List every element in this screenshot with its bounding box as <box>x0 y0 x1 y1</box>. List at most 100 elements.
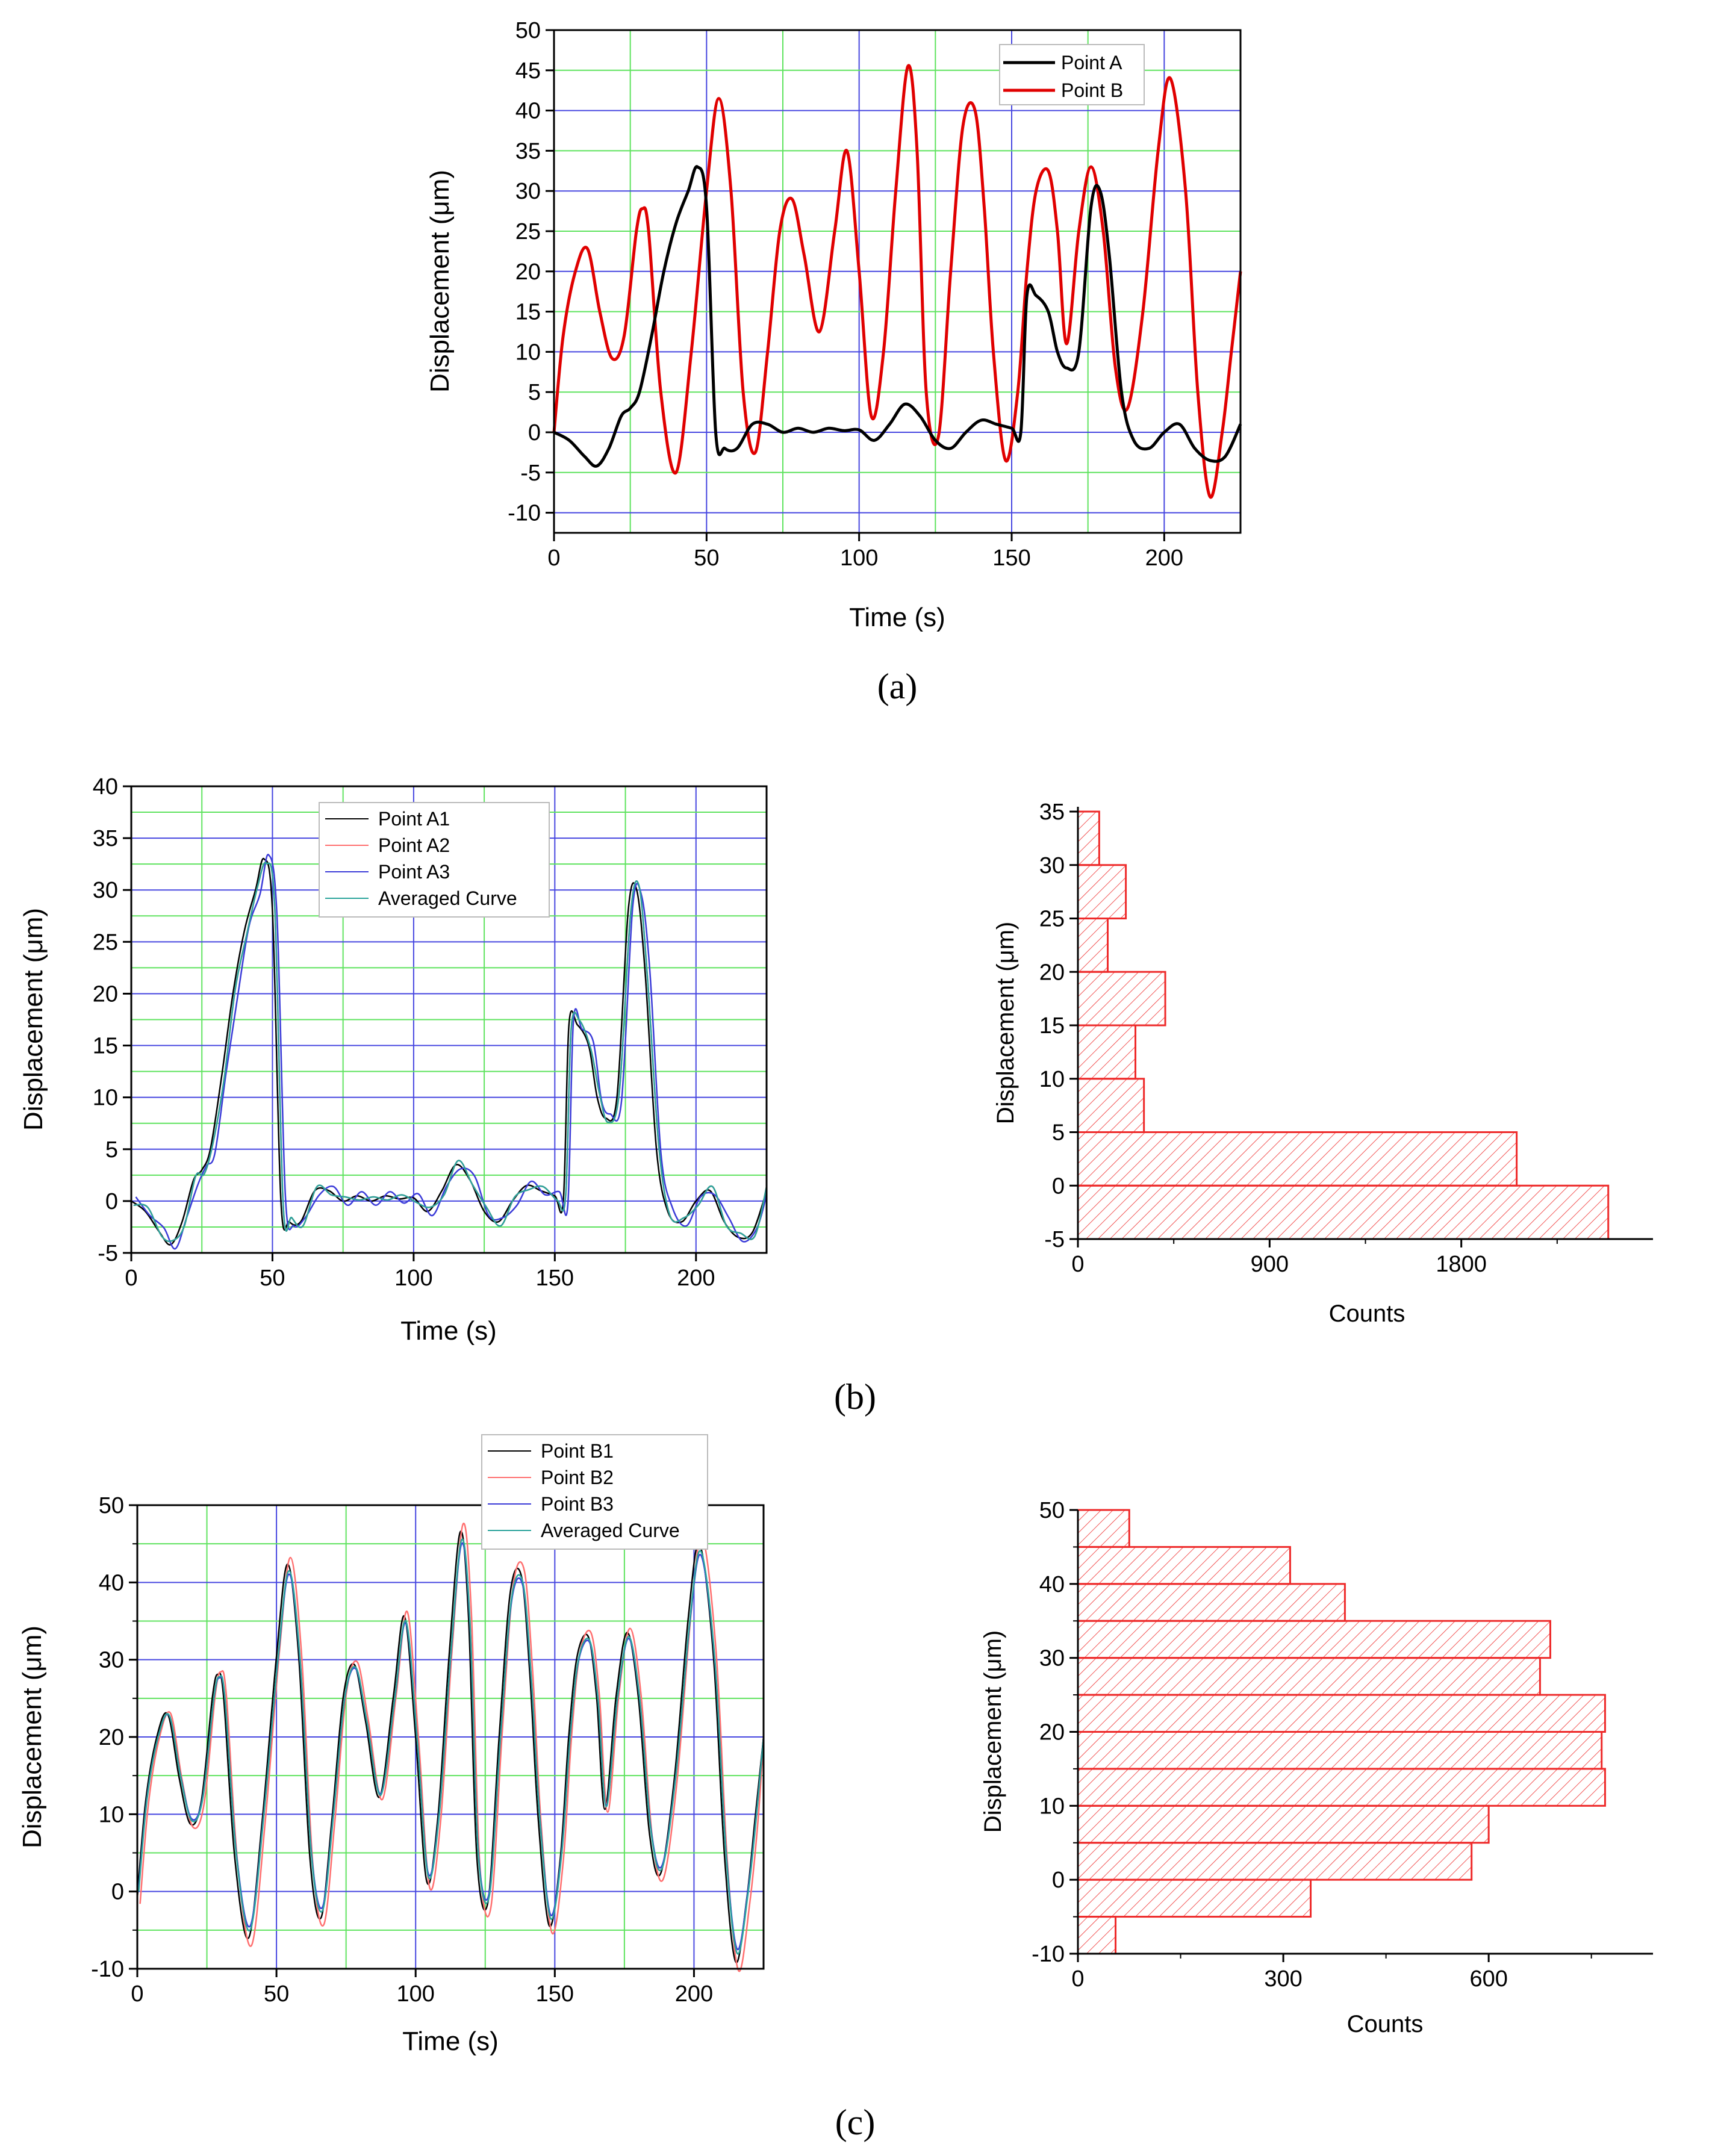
legend-c-label-b2: Point B2 <box>541 1467 614 1488</box>
bh-bar <box>1077 918 1109 973</box>
b-xtick-label: 50 <box>260 1266 285 1291</box>
ch-bar <box>1077 1620 1551 1659</box>
bh-bar <box>1077 1184 1610 1240</box>
chart-c-series-line-point-b3 <box>138 1542 765 1951</box>
ch-bar <box>1077 1509 1130 1548</box>
c-xtick-label: 0 <box>131 1981 143 2007</box>
b-xtick-label: 200 <box>677 1266 715 1291</box>
b-xtick-label: 0 <box>125 1266 137 1291</box>
ch-ytick-label: 50 <box>1039 1498 1065 1523</box>
chart-b-hist-bars <box>1077 810 1610 1240</box>
ch-bar <box>1077 1768 1606 1807</box>
legend-b-label-avg: Averaged Curve <box>378 887 517 909</box>
legend-a-label-point-b: Point B <box>1061 79 1123 101</box>
ch-bar <box>1077 1694 1606 1733</box>
bh-ytick-label: 10 <box>1039 1067 1065 1092</box>
ch-bar <box>1077 1657 1541 1696</box>
ch-xtick-label: 300 <box>1264 1966 1302 1992</box>
c-xtick-label: 200 <box>675 1981 713 2007</box>
chart-b-ticks: 0 50 100 150 200 -5 0 5 10 15 20 25 30 35 40 <box>93 774 715 1291</box>
chart-a-ticks: 0 50 100 150 200 -10 -5 0 5 10 15 20 25 30 35 40 45 50 <box>508 18 1183 571</box>
a-ytick-label: 40 <box>515 99 541 124</box>
bh-bar <box>1077 864 1127 919</box>
a-ytick-label: 15 <box>515 300 541 325</box>
chart-c-series-line-point-b1 <box>136 1530 765 1963</box>
bh-ytick-label: 30 <box>1039 853 1065 878</box>
ch-bar <box>1077 1731 1603 1770</box>
b-ytick-label: 0 <box>105 1189 118 1214</box>
a-ytick-label: -10 <box>508 501 541 526</box>
c-ytick-label: 30 <box>99 1648 124 1673</box>
a-ytick-label: 35 <box>515 138 541 164</box>
a-xtick-label: 100 <box>840 545 878 571</box>
bh-bar <box>1077 810 1100 866</box>
bh-ytick-label: -5 <box>1044 1227 1065 1252</box>
ch-bar <box>1077 1842 1473 1881</box>
chart-c-xlabel: Time (s) <box>402 2027 499 2056</box>
chart-c-hist-xlabel: Counts <box>1347 2011 1424 2037</box>
panel-label-a: (a) <box>877 666 918 706</box>
chart-a-xlabel: Time (s) <box>849 603 945 632</box>
a-ytick-label: 30 <box>515 179 541 204</box>
legend-b-label-a2: Point A2 <box>378 834 450 856</box>
bh-ytick-label: 25 <box>1039 907 1065 932</box>
a-xtick-label: 150 <box>992 545 1030 571</box>
ch-bar <box>1077 1916 1117 1955</box>
chart-b-grid <box>131 786 767 1253</box>
c-ytick-label: -10 <box>91 1957 124 1982</box>
chart-b-series-line-point-a3 <box>135 854 768 1250</box>
ch-bar <box>1077 1878 1312 1918</box>
bh-ytick-label: 5 <box>1052 1120 1065 1146</box>
bh-ytick-label: 0 <box>1052 1173 1065 1199</box>
chart-b-series-line-averaged-curve <box>133 862 768 1243</box>
c-ytick-label: 20 <box>99 1725 124 1750</box>
ch-xtick-label: 0 <box>1071 1966 1084 1992</box>
b-ytick-label: 25 <box>93 930 118 955</box>
ch-ytick-label: 0 <box>1052 1868 1065 1893</box>
a-ytick-label: -5 <box>520 461 541 486</box>
bh-ytick-label: 15 <box>1039 1013 1065 1039</box>
b-ytick-label: 35 <box>93 826 118 851</box>
chart-c-line: 0 50 100 150 200 -10 0 10 20 30 40 50 Time (s) Disp… <box>17 1434 765 2056</box>
chart-a-legend: Point A Point B <box>999 44 1145 105</box>
chart-c-grid <box>137 1505 764 1969</box>
c-ytick-label: 50 <box>99 1493 124 1518</box>
chart-a-series <box>552 64 1242 499</box>
legend-c-label-b1: Point B1 <box>541 1440 614 1462</box>
legend-c-label-b3: Point B3 <box>541 1493 614 1515</box>
bh-bar <box>1077 971 1166 1027</box>
a-ytick-label: 20 <box>515 259 541 285</box>
c-ytick-label: 40 <box>99 1570 124 1595</box>
chart-b-hist-ylabel: Displacement (μm) <box>992 922 1019 1124</box>
legend-b-label-a1: Point A1 <box>378 808 450 830</box>
b-xtick-label: 150 <box>536 1266 574 1291</box>
b-ytick-label: 40 <box>93 774 118 800</box>
chart-b-ylabel: Displacement (μm) <box>19 908 48 1131</box>
ch-ytick-label: 20 <box>1039 1720 1065 1745</box>
ch-xtick-label: 600 <box>1469 1966 1507 1992</box>
a-ytick-label: 5 <box>528 380 541 405</box>
chart-c-hist-ylabel: Displacement (μm) <box>980 1630 1006 1833</box>
c-xtick-label: 50 <box>264 1981 289 2007</box>
bh-xtick-label: 900 <box>1251 1252 1289 1277</box>
chart-b-hist-xlabel: Counts <box>1329 1300 1405 1327</box>
chart-c-legend: Point B1 Point B2 Point B3 Averaged Curv… <box>481 1434 708 1550</box>
a-ytick-label: 25 <box>515 219 541 244</box>
bh-xtick-label: 0 <box>1071 1252 1084 1277</box>
chart-a-grid <box>554 30 1241 533</box>
c-xtick-label: 100 <box>397 1981 435 2007</box>
chart-c-series <box>136 1522 765 1972</box>
chart-a-series-line-point-a <box>553 165 1242 468</box>
b-ytick-label: 5 <box>105 1137 118 1163</box>
chart-c-series-line-averaged-curve <box>138 1538 765 1955</box>
legend-c-label-avg: Averaged Curve <box>541 1520 680 1541</box>
chart-b-series <box>131 854 768 1250</box>
ch-ytick-label: 30 <box>1039 1646 1065 1671</box>
a-xtick-label: 200 <box>1145 545 1183 571</box>
